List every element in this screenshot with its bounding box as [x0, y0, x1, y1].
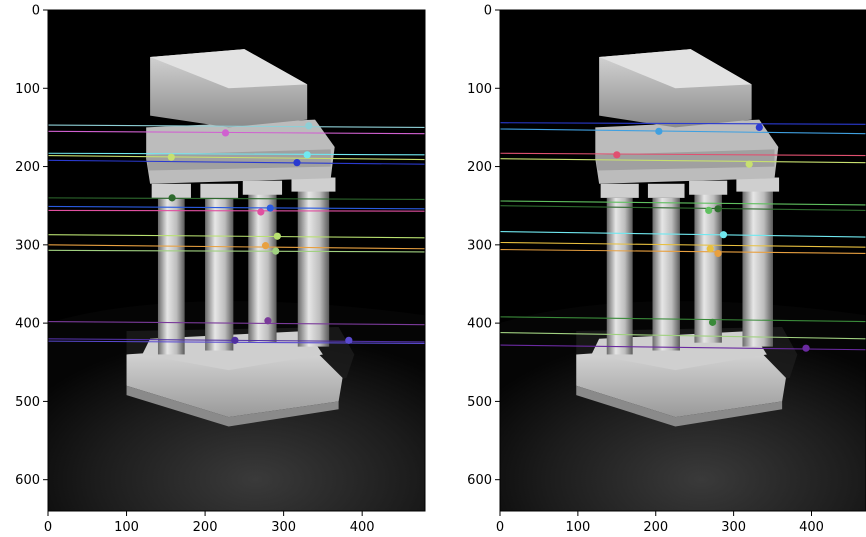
right-y-tick-label: 0	[484, 4, 492, 19]
left-epipolar-line	[47, 159, 426, 165]
right-keypoint	[706, 245, 714, 253]
left-x-tick-label: 0	[44, 520, 52, 535]
left-keypoint	[231, 336, 239, 344]
right-epipolar-line	[499, 158, 866, 164]
left-y-tick-label: 100	[15, 82, 40, 97]
right-keypoint	[802, 344, 810, 352]
right-image-axes: 0 100 200 300 400 0 100 200 300 400 500 600	[467, 4, 866, 535]
right-keypoint	[755, 123, 763, 132]
left-y-tick-label: 400	[15, 317, 40, 332]
right-keypoint	[613, 151, 621, 159]
right-keypoint	[745, 160, 753, 168]
right-epipolar-line	[499, 230, 866, 238]
left-epipolar-line	[47, 249, 426, 253]
left-keypoint	[168, 194, 176, 202]
right-epipolar-line	[499, 128, 866, 135]
left-keypoint	[272, 247, 280, 255]
right-epipolar-line	[499, 152, 866, 157]
left-y-tick-label: 300	[15, 238, 40, 253]
right-keypoint	[714, 249, 722, 258]
left-epipolar-line	[47, 197, 426, 200]
left-y-tick-label: 500	[15, 395, 40, 410]
right-epipolar-line	[499, 205, 866, 211]
left-x-tick-label: 200	[193, 520, 218, 535]
right-y-tick-label: 400	[467, 317, 492, 332]
left-temple-photo	[48, 10, 425, 511]
right-epipolar-line	[499, 331, 866, 340]
right-y-tick-label: 300	[467, 238, 492, 253]
left-epipolar-line	[47, 209, 426, 212]
left-y-tick-label: 200	[15, 160, 40, 175]
left-keypoint	[261, 242, 270, 250]
left-epipolar-line	[47, 130, 426, 135]
left-keypoint	[303, 151, 311, 159]
left-x-tick-label: 400	[350, 520, 375, 535]
left-keypoint	[305, 122, 313, 130]
left-keypoint	[167, 153, 175, 161]
right-y-tick-label: 100	[467, 82, 492, 97]
left-keypoint	[264, 317, 272, 325]
left-image-frame	[47, 9, 426, 512]
right-y-tick-label: 500	[467, 395, 492, 410]
right-x-tick-label: 200	[643, 520, 668, 535]
left-epipolar-line	[47, 155, 426, 161]
right-x-tick-label: 100	[565, 520, 590, 535]
left-keypoint	[293, 159, 301, 167]
left-keypoint	[345, 336, 353, 344]
right-keypoint	[719, 231, 728, 239]
left-keypoint	[273, 232, 281, 240]
right-keypoint	[705, 206, 713, 214]
right-epipolar-line	[499, 316, 866, 323]
left-y-tick-label: 600	[15, 473, 40, 488]
right-epipolar-line	[499, 122, 866, 125]
right-y-tick-label: 600	[467, 473, 492, 488]
right-x-tick-label: 0	[496, 520, 504, 535]
left-x-tick-label: 100	[114, 520, 139, 535]
left-image-axes: 0 100 200 300 400 0 100 200 300 400 500 600	[15, 4, 426, 535]
right-x-tick-label: 300	[721, 520, 746, 535]
left-keypoint	[266, 204, 274, 212]
right-epipolar-line	[499, 200, 866, 206]
right-epipolar-line	[499, 241, 866, 248]
right-keypoint	[655, 127, 663, 135]
left-keypoint	[257, 208, 265, 216]
left-epipolar-line	[47, 321, 426, 326]
right-epipolar-line	[499, 248, 866, 255]
right-keypoint	[708, 318, 717, 326]
left-y-tick-label: 0	[32, 4, 40, 19]
right-temple-photo	[500, 10, 866, 511]
left-epipolar-line	[47, 152, 426, 156]
left-x-tick-label: 300	[271, 520, 296, 535]
left-epipolar-line	[47, 205, 426, 210]
left-epipolar-line	[47, 244, 426, 250]
right-image-frame	[499, 9, 866, 512]
right-x-tick-label: 400	[799, 520, 824, 535]
left-keypoint	[221, 129, 230, 137]
left-epipolar-line	[47, 234, 426, 239]
right-keypoint	[714, 205, 722, 213]
left-epipolar-line	[47, 124, 426, 128]
right-y-tick-label: 200	[467, 160, 492, 175]
